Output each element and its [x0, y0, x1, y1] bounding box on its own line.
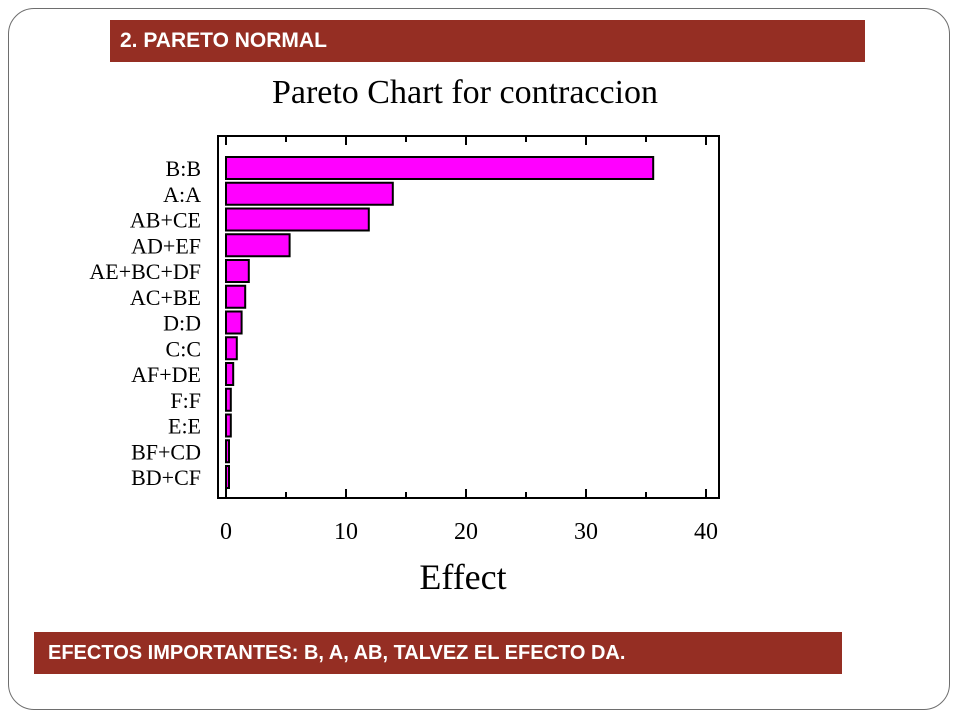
- x-tick-labels: 0 10 20 30 40: [220, 519, 718, 545]
- bar-d-d: [225, 310, 243, 335]
- x-tick-label: 0: [220, 519, 232, 545]
- plot-area-frame: [217, 135, 720, 499]
- chart-title: Pareto Chart for contraccion: [272, 74, 658, 111]
- bar-b-b: [225, 156, 655, 180]
- category-label: B:B: [166, 156, 201, 181]
- x-tick-label: 10: [334, 519, 358, 545]
- ticks-layer: [225, 136, 707, 498]
- category-label: AC+BE: [130, 285, 201, 310]
- category-label: AF+DE: [131, 362, 201, 387]
- x-tick-label: 40: [694, 519, 718, 545]
- bar-ac-be: [225, 284, 247, 309]
- category-label: BD+CF: [131, 465, 201, 490]
- category-label: BF+CD: [131, 439, 201, 464]
- x-tick-label: 20: [454, 519, 478, 545]
- category-labels: B:BA:AAB+CEAD+EFAE+BC+DFAC+BED:DC:CAF+DE…: [89, 156, 201, 490]
- bar-af-de: [225, 362, 235, 386]
- category-label: A:A: [163, 182, 201, 207]
- x-axis-label: Effect: [419, 557, 506, 597]
- bar-e-e: [225, 413, 232, 438]
- bar-a-a: [225, 181, 394, 206]
- bars-layer: [225, 156, 655, 489]
- bar-ab-ce: [225, 207, 370, 232]
- bar-bd-cf: [225, 465, 230, 489]
- bar-ad-ef: [225, 233, 291, 258]
- conclusion-banner: EFECTOS IMPORTANTES: B, A, AB, TALVEZ EL…: [34, 632, 842, 674]
- category-label: AD+EF: [131, 233, 201, 258]
- category-label: AE+BC+DF: [89, 259, 201, 284]
- section-title-banner: 2. PARETO NORMAL: [110, 20, 865, 62]
- x-tick-label: 30: [574, 519, 598, 545]
- category-label: F:F: [170, 388, 201, 413]
- slide-frame: [8, 8, 950, 710]
- bar-c-c: [225, 336, 238, 361]
- category-label: D:D: [163, 311, 201, 336]
- bar-bf-cd: [225, 439, 230, 464]
- bar-ae-bc-df: [225, 259, 250, 283]
- category-label: C:C: [166, 336, 201, 361]
- category-label: AB+CE: [130, 208, 201, 233]
- category-label: E:E: [168, 414, 201, 439]
- bar-f-f: [225, 387, 232, 412]
